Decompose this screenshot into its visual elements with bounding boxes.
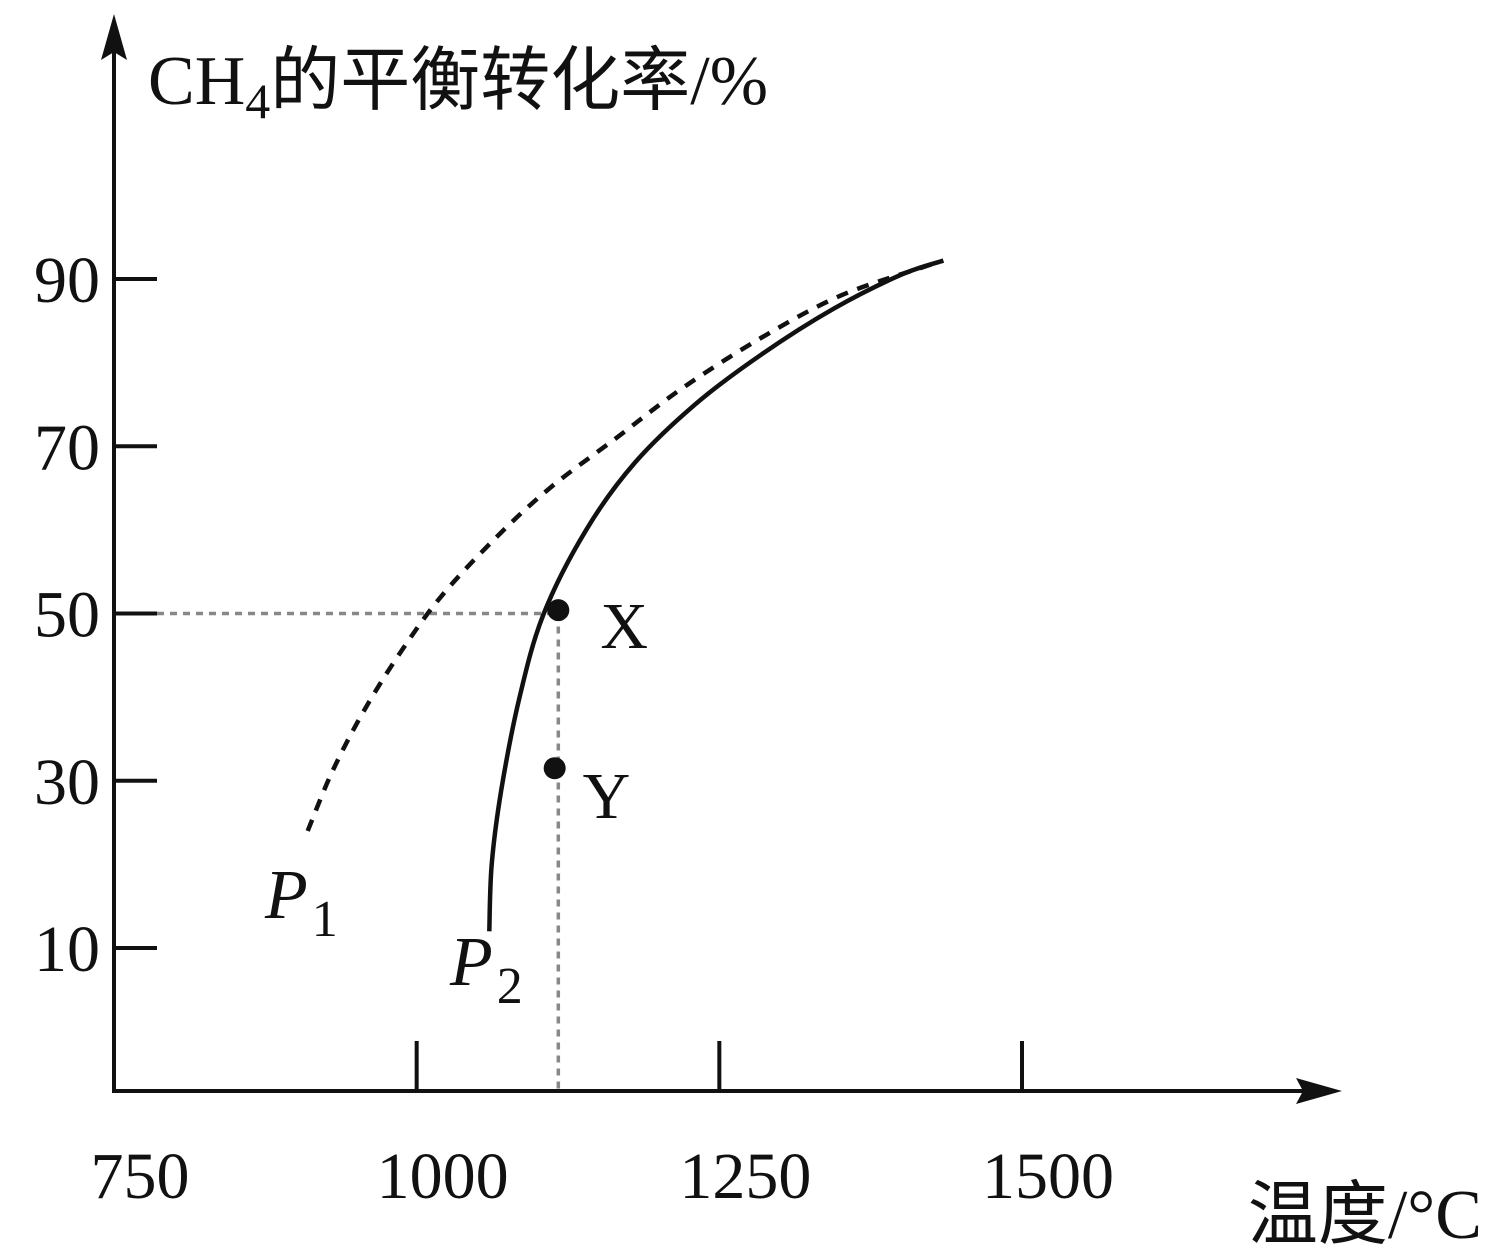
y-tick-label: 50 [34,579,100,652]
x-ticks: 750 1000 1250 1500 [91,1041,1114,1213]
x-tick-label: 750 [91,1140,190,1213]
series-label: P2 [449,924,523,1015]
y-tick-label: 30 [34,746,100,819]
axes [101,14,1342,1104]
series-line-P2 [487,258,945,932]
y-tick-label: 70 [34,411,100,484]
x-tick-label: 1500 [982,1140,1114,1213]
series-line-P1 [305,258,945,832]
reference-lines [157,611,561,1089]
y-ticks: 10 30 50 70 90 [34,244,157,986]
point-label-Y: Y [583,760,631,833]
point-X [547,599,570,622]
data-points: XY [543,590,648,833]
x-axis-arrow [1296,1078,1342,1104]
y-tick-label: 90 [34,244,100,317]
series: P1 P2 [264,258,945,1015]
x-axis-title: 温度/°C [1248,1177,1482,1251]
point-Y [543,757,566,780]
x-tick-label: 1250 [679,1140,811,1213]
y-axis-title: CH4的平衡转化率/% [148,43,768,129]
y-tick-label: 10 [34,913,100,986]
y-axis-arrow [101,14,127,60]
point-label-X: X [600,590,648,663]
series-label: P1 [264,857,338,948]
x-tick-label: 1000 [377,1140,509,1213]
